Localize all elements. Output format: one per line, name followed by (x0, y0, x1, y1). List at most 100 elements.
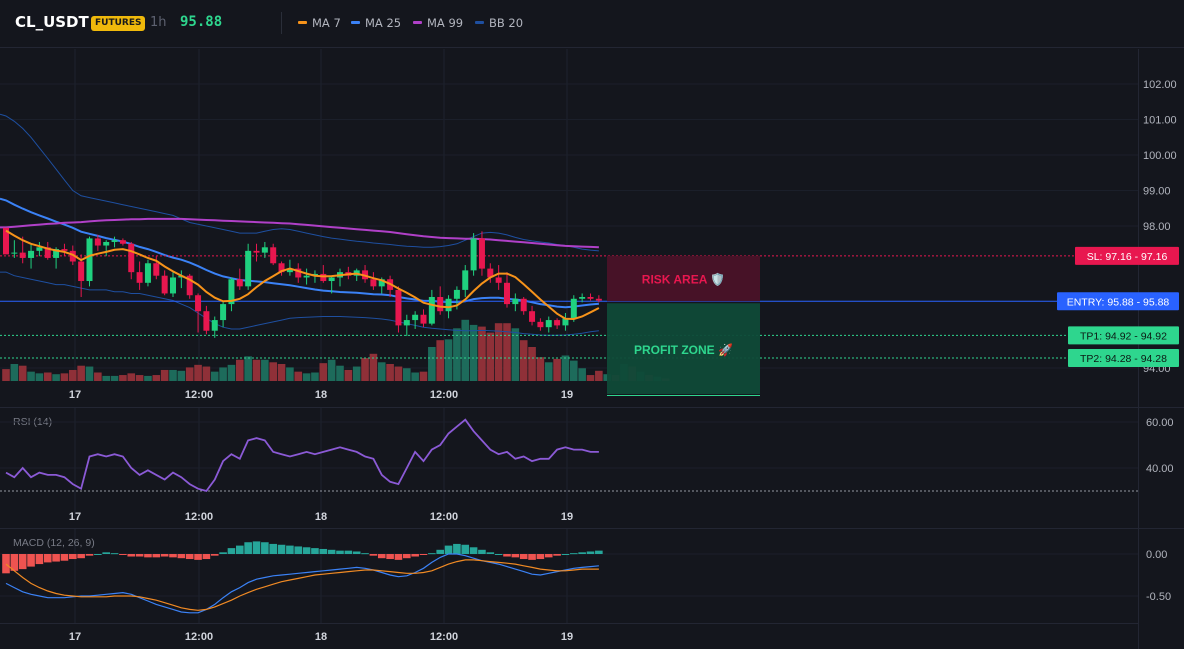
time-tick-label: 17 (69, 511, 81, 523)
candle-body (86, 238, 93, 282)
time-tick-label: 12:00 (185, 389, 213, 401)
volume-bar (428, 347, 436, 381)
macd-histogram-bar (110, 553, 119, 555)
timeframe-label[interactable]: 1h (150, 15, 167, 30)
candle-body (595, 298, 602, 301)
macd-histogram-bar (344, 550, 353, 554)
macd-histogram-bar (394, 554, 403, 560)
volume-bar (386, 364, 394, 381)
candle-body (453, 289, 460, 299)
macd-histogram-bar (52, 554, 60, 562)
time-tick-label: 19 (561, 511, 573, 523)
volume-bar (311, 372, 319, 381)
volume-bar (169, 369, 177, 381)
macd-histogram-bar (336, 550, 344, 554)
volume-bar (236, 359, 244, 381)
volume-bar (69, 369, 77, 381)
rsi-tick-label: 40.00 (1146, 463, 1174, 475)
candle-body (170, 277, 176, 294)
macd-histogram-bar (486, 552, 495, 554)
macd-histogram-bar (185, 554, 194, 560)
candle-body (53, 249, 60, 258)
sl-tag: SL: 97.16 - 97.16 (1087, 251, 1168, 263)
volume-bar (210, 371, 219, 381)
candle-body (203, 311, 210, 331)
volume-bar (244, 356, 252, 381)
candle-body (94, 238, 101, 246)
macd-histogram-bar (144, 554, 152, 558)
macd-histogram-bar (43, 554, 52, 563)
time-tick-label: 19 (561, 631, 573, 643)
legend-bb20[interactable]: BB 20 (475, 16, 523, 30)
macd-histogram-bar (536, 554, 545, 560)
macd-histogram-bar (361, 553, 369, 555)
futures-badge: FUTURES (91, 16, 146, 31)
legend-ma25[interactable]: MA 25 (351, 16, 401, 30)
volume-bar (361, 358, 369, 381)
macd-histogram-bar (194, 554, 202, 560)
macd-histogram-bar (444, 545, 453, 554)
candle-body (420, 314, 427, 324)
candle-body (61, 249, 68, 251)
legend-ma7[interactable]: MA 7 (298, 16, 341, 30)
time-tick-label: 12:00 (185, 511, 213, 523)
volume-bar (344, 369, 353, 381)
candle-body (295, 268, 302, 278)
volume-bar (595, 370, 603, 381)
candle-body (403, 320, 410, 326)
volume-bar (453, 328, 461, 381)
candle-body (303, 275, 310, 278)
volume-bar (336, 365, 344, 381)
volume-bar (553, 358, 561, 381)
ma7-line (5, 229, 600, 321)
macd-histogram-bar (419, 554, 428, 555)
candle-body (579, 297, 586, 299)
macd-histogram-bar (528, 554, 536, 560)
symbol-name[interactable]: CL_USDT (15, 13, 89, 31)
price-tick-label: 101.00 (1143, 115, 1177, 127)
macd-histogram-bar (35, 554, 44, 565)
profit-zone-label: PROFIT ZONE 🚀 (634, 343, 733, 357)
time-tick-label: 12:00 (185, 631, 213, 643)
candle-body (278, 263, 285, 273)
volume-bar (302, 373, 311, 381)
signal-line (5, 559, 599, 611)
candle-body (378, 279, 385, 287)
time-tick-label: 18 (315, 631, 327, 643)
candle-body (428, 297, 435, 324)
volume-bar (60, 373, 69, 381)
volume-bar (261, 359, 269, 381)
macd-histogram-bar (18, 554, 27, 570)
macd-histogram-bar (85, 554, 94, 556)
entry-tag-bg (1057, 292, 1179, 311)
candle-body (462, 270, 469, 290)
volume-bar (377, 362, 386, 381)
candle-body (445, 298, 452, 312)
volume-bar (394, 366, 403, 381)
macd-histogram-bar (586, 551, 595, 554)
volume-bar (486, 332, 495, 381)
macd-histogram-bar (94, 554, 102, 555)
candle-body (103, 241, 110, 246)
candle-body (211, 320, 218, 331)
volume-bar (35, 373, 44, 381)
legend-ma99-label: MA 99 (427, 16, 464, 30)
candle-body (228, 279, 235, 305)
macd-histogram-bar (478, 549, 486, 554)
volume-bar (152, 375, 161, 381)
volume-bar (561, 355, 570, 381)
candle-body (554, 320, 561, 326)
volume-bar (10, 364, 19, 381)
last-price: 95.88 (180, 14, 223, 30)
candle-body (11, 252, 18, 254)
legend-ma99[interactable]: MA 99 (413, 16, 463, 30)
macd-title: MACD (12, 26, 9) (13, 537, 95, 549)
price-tick-label: 98.00 (1143, 221, 1171, 233)
macd-histogram-bar (77, 554, 85, 559)
candle-body (478, 238, 485, 269)
candle-body (153, 263, 160, 276)
macd-histogram-bar (2, 554, 10, 574)
macd-tick-label: 0.00 (1146, 549, 1167, 561)
tp1-tag: TP1: 94.92 - 94.92 (1080, 330, 1167, 342)
macd-histogram-bar (553, 554, 561, 556)
